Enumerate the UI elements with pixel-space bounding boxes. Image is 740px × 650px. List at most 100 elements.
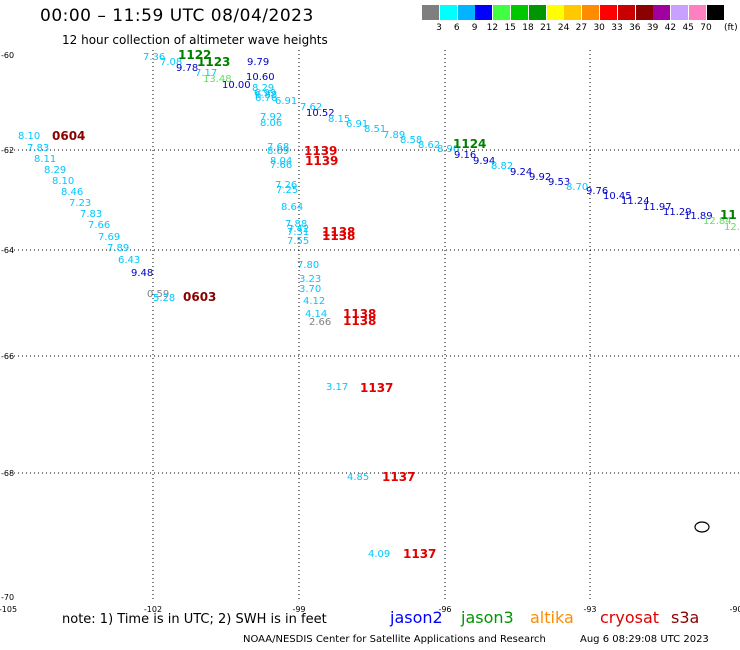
wave-height-value: 8.29 xyxy=(44,165,66,176)
wave-height-value: 9.92 xyxy=(529,172,551,183)
wave-height-value: 11.89 xyxy=(684,211,713,222)
pass-time-label: 1139 xyxy=(305,154,338,168)
legend-swatch xyxy=(600,5,617,20)
wave-height-value: 8.09 xyxy=(267,146,289,157)
wave-height-value: 8.70 xyxy=(566,182,588,193)
legend-swatch xyxy=(546,5,564,20)
lat-label: -70 xyxy=(1,593,14,602)
legend-swatch xyxy=(528,5,546,20)
pass-time-label: 11 xyxy=(720,208,737,222)
wave-height-value: 7.89 xyxy=(107,243,129,254)
wave-height-value: 12.84 xyxy=(703,216,732,227)
wave-height-value: 6.91 xyxy=(346,119,368,130)
wave-height-value: 4.14 xyxy=(305,309,327,320)
lat-label: -60 xyxy=(1,51,14,60)
legend-label: 18 xyxy=(522,23,534,33)
wave-height-value: 6.88 xyxy=(255,90,277,101)
pass-time-label: 1138 xyxy=(322,225,355,239)
wave-height-value: 8.82 xyxy=(491,161,513,172)
wave-height-value: 2.66 xyxy=(309,317,331,328)
legend-swatch xyxy=(582,5,600,20)
satellite-cryosat: cryosat xyxy=(600,608,660,627)
lat-label: -66 xyxy=(1,352,14,361)
legend-swatch xyxy=(653,5,671,20)
wave-height-value: 5.28 xyxy=(153,293,175,304)
wave-height-value: 11.29 xyxy=(663,207,692,218)
wave-height-value: 7.88 xyxy=(285,219,307,230)
pass-time-label: 1123 xyxy=(197,55,230,69)
wave-height-value: 8.10 xyxy=(18,131,40,142)
footer-credit: NOAA/NESDIS Center for Satellite Applica… xyxy=(243,634,546,645)
legend-swatch xyxy=(457,5,475,20)
pass-time-label: 1122 xyxy=(178,48,211,62)
satellite-altika: altika xyxy=(530,608,574,627)
wave-height-value: 7.42 xyxy=(287,224,309,235)
wave-height-value: 7.66 xyxy=(270,160,292,171)
pass-time-label: 1137 xyxy=(360,381,393,395)
wave-height-value: 8.29 xyxy=(252,83,274,94)
wave-height-value: 7.80 xyxy=(297,260,319,271)
wave-height-value: 8.58 xyxy=(400,135,422,146)
legend-label: 12 xyxy=(486,23,499,33)
pass-time-label: 1137 xyxy=(382,470,415,484)
legend-swatch xyxy=(671,5,689,20)
legend-swatch xyxy=(617,5,635,20)
satellite-s3a: s3a xyxy=(671,608,700,627)
satellite-jason2: jason2 xyxy=(390,608,443,627)
wave-height-value: 6.43 xyxy=(118,255,140,266)
legend-label: 36 xyxy=(629,23,641,33)
wave-height-value: 8.46 xyxy=(61,187,83,198)
lat-label: -68 xyxy=(1,469,14,478)
wave-height-value: 11.24 xyxy=(621,196,650,207)
legend-swatch xyxy=(689,5,706,20)
wave-height-value: 9.48 xyxy=(131,268,153,279)
pass-time-label: 1138 xyxy=(322,229,355,243)
wave-height-value: 8.10 xyxy=(52,176,74,187)
island-outline xyxy=(694,521,710,533)
wave-height-value: 4.85 xyxy=(347,472,369,483)
legend-unit: (ft) xyxy=(724,23,738,33)
pass-time-label: 0604 xyxy=(52,129,85,143)
lon-label: -105 xyxy=(0,605,17,614)
wave-height-value: 4.09 xyxy=(368,549,390,560)
pass-time-label: 1139 xyxy=(304,144,337,158)
wave-height-value: 9.79 xyxy=(247,57,269,68)
lat-label: -62 xyxy=(1,146,14,155)
wave-height-value: 12. xyxy=(724,222,740,233)
wave-height-value: 10.60 xyxy=(246,72,275,83)
legend-label: 21 xyxy=(540,23,552,33)
wave-height-value: 8.04 xyxy=(270,156,292,167)
pass-time-label: 1124 xyxy=(453,137,486,151)
wave-height-value: 9.94 xyxy=(473,156,495,167)
lon-label: -96 xyxy=(438,605,451,614)
wave-height-value: 3.17 xyxy=(326,382,348,393)
wave-height-value: 6.99 xyxy=(254,88,276,99)
wave-height-value: 10.00 xyxy=(222,80,251,91)
wave-height-value: 13.48 xyxy=(203,74,232,85)
legend-label: 6 xyxy=(453,23,460,33)
lat-label: -64 xyxy=(1,246,14,255)
wave-height-value: 7.89 xyxy=(383,130,405,141)
pass-time-label: 1137 xyxy=(403,547,436,561)
legend-swatch xyxy=(635,5,653,20)
wave-height-value: 9.78 xyxy=(176,63,198,74)
wave-height-value: 7.66 xyxy=(88,220,110,231)
legend-label: 42 xyxy=(664,23,677,33)
wave-height-value: 8.15 xyxy=(328,114,350,125)
legend-label: 9 xyxy=(471,23,478,33)
legend-swatch xyxy=(493,5,511,20)
wave-height-value: 9.53 xyxy=(548,177,570,188)
wave-height-value: 8.90 xyxy=(437,144,459,155)
wave-height-value: 7.55 xyxy=(287,236,309,247)
legend-label: 45 xyxy=(682,23,694,33)
legend-swatch xyxy=(439,5,457,20)
map-grid: -105 -102 -99 -96 -93 -90 -60 -62 -64 -66 -68 -70 xyxy=(0,50,740,614)
page-subtitle: 12 hour collection of altimeter wave hei… xyxy=(62,33,328,47)
pass-time-label: 1138 xyxy=(343,307,376,321)
wave-height-value: 8.62 xyxy=(418,140,440,151)
track-labels: 7.367.089.787.1713.4810.0010.609.798.296… xyxy=(18,48,740,561)
legend-swatch xyxy=(475,5,493,20)
lon-label: -99 xyxy=(292,605,305,614)
wave-height-value: 4.12 xyxy=(303,296,325,307)
lon-label: -102 xyxy=(144,605,162,614)
